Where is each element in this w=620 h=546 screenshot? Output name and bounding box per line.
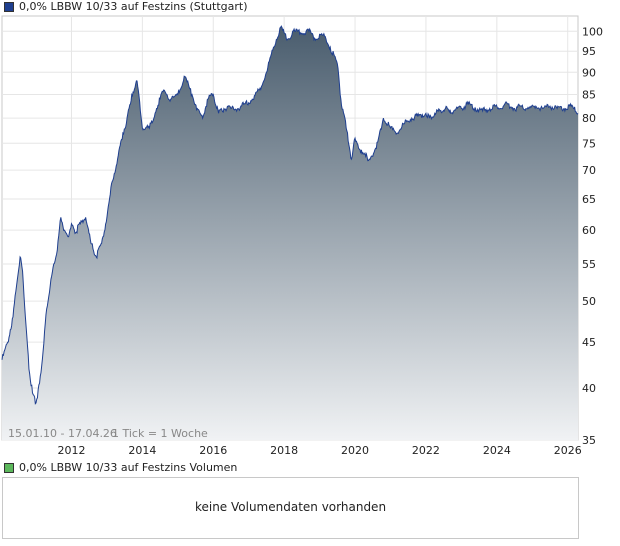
y-tick-label: 35 — [582, 434, 596, 447]
x-tick-label: 2018 — [270, 444, 298, 457]
volume-legend: 0,0% LBBW 10/33 auf Festzins Volumen — [4, 461, 237, 474]
price-area — [2, 26, 578, 441]
y-tick-label: 95 — [582, 45, 596, 58]
x-tick-label: 2020 — [341, 444, 369, 457]
y-tick-label: 55 — [582, 258, 596, 271]
volume-empty-message: keine Volumendaten vorhanden — [194, 500, 387, 514]
x-tick-label: 2016 — [199, 444, 227, 457]
y-tick-label: 45 — [582, 336, 596, 349]
y-tick-label: 60 — [582, 224, 596, 237]
y-tick-label: 70 — [582, 164, 596, 177]
y-tick-label: 90 — [582, 66, 596, 79]
price-legend-swatch — [4, 1, 14, 12]
price-legend: 0,0% LBBW 10/33 auf Festzins (Stuttgart) — [4, 0, 248, 13]
x-tick-label: 2026 — [554, 444, 582, 457]
y-tick-label: 75 — [582, 137, 596, 150]
y-tick-label: 80 — [582, 112, 596, 125]
x-tick-label: 2014 — [128, 444, 156, 457]
y-tick-label: 65 — [582, 193, 596, 206]
y-tick-label: 100 — [582, 25, 603, 38]
volume-panel: keine Volumendaten vorhanden — [2, 477, 579, 539]
x-tick-label: 2024 — [483, 444, 511, 457]
y-tick-label: 85 — [582, 89, 596, 102]
x-tick-label: 2022 — [412, 444, 440, 457]
y-axis-labels: 35 40 45 50 55 60 65 70 75 80 85 90 95 100 — [582, 25, 603, 447]
price-line — [1, 25, 579, 405]
tick-interval-label: 1 Tick = 1 Woche — [112, 427, 208, 440]
x-tick-label: 2012 — [57, 444, 85, 457]
volume-legend-swatch — [4, 462, 14, 473]
x-axis-labels: 2012 2014 2016 2018 2020 2022 2024 2026 — [57, 444, 581, 457]
y-tick-label: 40 — [582, 382, 596, 395]
volume-legend-label: 0,0% LBBW 10/33 auf Festzins Volumen — [19, 461, 238, 474]
price-legend-label: 0,0% LBBW 10/33 auf Festzins (Stuttgart) — [19, 0, 248, 13]
date-range-label: 15.01.10 - 17.04.26 — [8, 427, 117, 440]
y-tick-label: 50 — [582, 295, 596, 308]
